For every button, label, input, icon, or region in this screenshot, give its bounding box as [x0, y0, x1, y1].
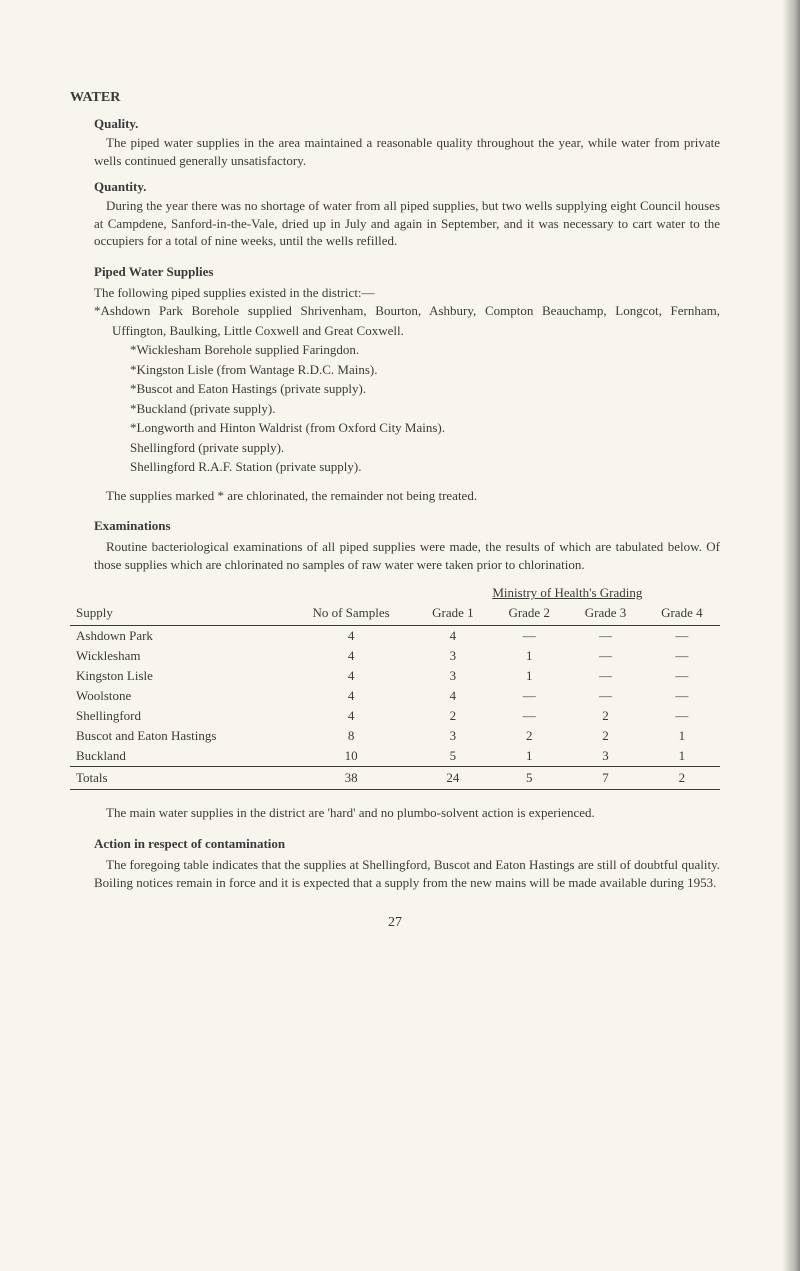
- grade-header: Ministry of Health's Grading: [415, 583, 720, 603]
- col-grade3: Grade 3: [567, 603, 643, 626]
- piped-item: *Buckland (private supply).: [94, 399, 720, 419]
- exams-heading: Examinations: [70, 518, 720, 534]
- grade-header-row: Ministry of Health's Grading: [70, 583, 720, 603]
- col-samples: No of Samples: [287, 603, 414, 626]
- col-grade1: Grade 1: [415, 603, 491, 626]
- quantity-text: During the year there was no shortage of…: [70, 197, 720, 250]
- table-row: Shellingford 4 2 — 2 —: [70, 706, 720, 726]
- table-row: Ashdown Park 4 4 — — —: [70, 626, 720, 647]
- piped-note: The supplies marked * are chlorinated, t…: [70, 487, 720, 505]
- piped-item: *Ashdown Park Borehole supplied Shrivenh…: [94, 301, 720, 340]
- quality-text: The piped water supplies in the area mai…: [70, 134, 720, 169]
- col-grade2: Grade 2: [491, 603, 567, 626]
- piped-item: Shellingford (private supply).: [94, 438, 720, 458]
- piped-item: *Longworth and Hinton Waldrist (from Oxf…: [94, 418, 720, 438]
- footer-para: The main water supplies in the district …: [70, 804, 720, 822]
- col-grade4: Grade 4: [644, 603, 720, 626]
- table-row: Woolstone 4 4 — — —: [70, 686, 720, 706]
- piped-item: Shellingford R.A.F. Station (private sup…: [94, 457, 720, 477]
- piped-item: *Wicklesham Borehole supplied Faringdon.: [94, 340, 720, 360]
- quantity-heading: Quantity.: [70, 179, 720, 195]
- piped-list: *Ashdown Park Borehole supplied Shrivenh…: [70, 301, 720, 477]
- col-supply: Supply: [70, 603, 287, 626]
- piped-item: *Buscot and Eaton Hastings (private supp…: [94, 379, 720, 399]
- action-text: The foregoing table indicates that the s…: [70, 856, 720, 891]
- table-row: Wicklesham 4 3 1 — —: [70, 646, 720, 666]
- grading-table: Ministry of Health's Grading Supply No o…: [70, 583, 720, 790]
- piped-item: *Kingston Lisle (from Wantage R.D.C. Mai…: [94, 360, 720, 380]
- table-row: Kingston Lisle 4 3 1 — —: [70, 666, 720, 686]
- page-number: 27: [70, 915, 720, 931]
- totals-row: Totals 38 24 5 7 2: [70, 767, 720, 790]
- table-row: Buckland 10 5 1 3 1: [70, 746, 720, 767]
- quality-heading: Quality.: [70, 116, 720, 132]
- table-row: Buscot and Eaton Hastings 8 3 2 2 1: [70, 726, 720, 746]
- piped-heading: Piped Water Supplies: [70, 264, 720, 280]
- piped-intro: The following piped supplies existed in …: [70, 284, 720, 302]
- section-title: WATER: [70, 90, 720, 106]
- page-edge-shadow: [782, 0, 800, 1271]
- table-header-row: Supply No of Samples Grade 1 Grade 2 Gra…: [70, 603, 720, 626]
- exams-text: Routine bacteriological examinations of …: [70, 538, 720, 573]
- action-heading: Action in respect of contamination: [70, 836, 720, 852]
